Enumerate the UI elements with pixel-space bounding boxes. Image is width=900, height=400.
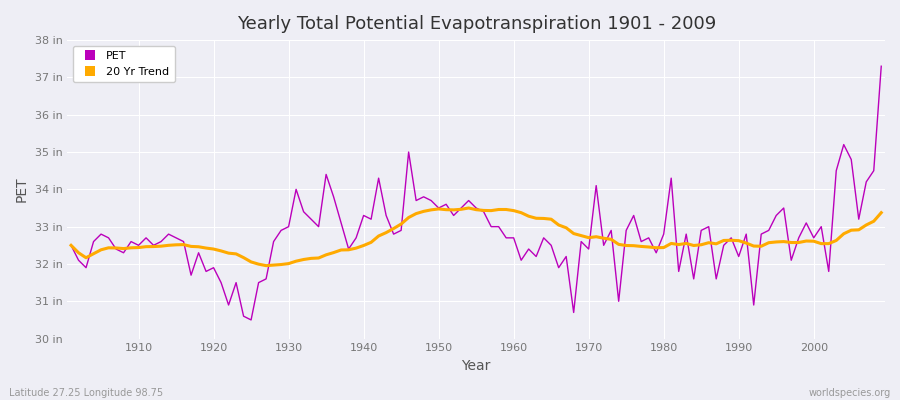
Y-axis label: PET: PET: [15, 176, 29, 202]
Title: Yearly Total Potential Evapotranspiration 1901 - 2009: Yearly Total Potential Evapotranspiratio…: [237, 15, 716, 33]
Legend: PET, 20 Yr Trend: PET, 20 Yr Trend: [73, 46, 175, 82]
Text: Latitude 27.25 Longitude 98.75: Latitude 27.25 Longitude 98.75: [9, 388, 163, 398]
Text: worldspecies.org: worldspecies.org: [809, 388, 891, 398]
X-axis label: Year: Year: [462, 359, 490, 373]
